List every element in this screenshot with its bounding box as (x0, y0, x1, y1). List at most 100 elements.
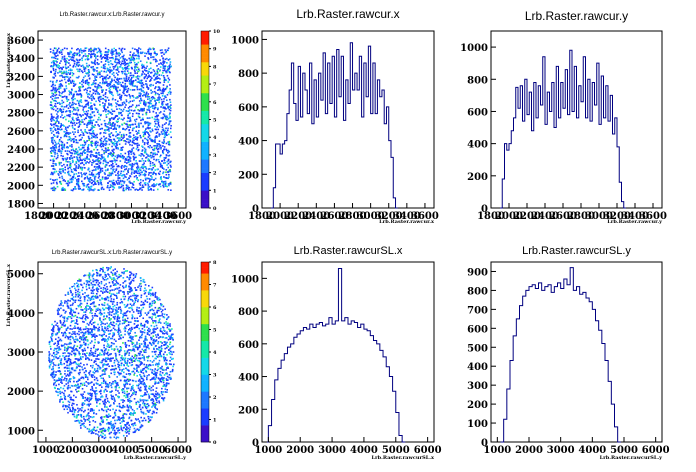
heatmap-point (167, 366, 169, 369)
heatmap-point (56, 351, 59, 354)
heatmap-point (69, 73, 71, 75)
heatmap-point (157, 365, 159, 368)
heatmap-point (128, 392, 130, 395)
heatmap-point (104, 166, 107, 168)
heatmap-point (145, 407, 148, 410)
heatmap-point (88, 122, 90, 125)
heatmap-point (150, 96, 153, 99)
heatmap-point (147, 122, 149, 125)
heatmap-point (107, 408, 109, 411)
heatmap-point (154, 407, 157, 410)
heatmap-point (168, 79, 171, 81)
heatmap-point (61, 105, 63, 108)
heatmap-point (106, 184, 109, 187)
heatmap-point (91, 387, 94, 390)
heatmap-point (78, 70, 81, 73)
heatmap-points (49, 47, 172, 192)
heatmap-point (117, 53, 119, 55)
heatmap-point (159, 395, 161, 397)
heatmap-point (148, 385, 151, 388)
heatmap-point (132, 127, 134, 130)
heatmap-point (116, 292, 118, 295)
heatmap-point (91, 120, 93, 122)
heatmap-point (121, 301, 124, 304)
heatmap-point (60, 140, 63, 143)
heatmap-point (166, 69, 169, 72)
heatmap-point (62, 404, 65, 407)
heatmap-point (132, 76, 135, 78)
heatmap-point (52, 179, 54, 181)
heatmap-point (163, 65, 166, 68)
heatmap-point (116, 427, 118, 430)
x-tick-label: 2600 (320, 211, 348, 222)
heatmap-point (98, 175, 101, 178)
heatmap-point (118, 372, 120, 375)
heatmap-point (74, 84, 76, 86)
heatmap-point (161, 51, 164, 54)
heatmap-point (86, 65, 88, 67)
heatmap-point (158, 183, 160, 186)
heatmap-point (94, 395, 97, 398)
heatmap-point (51, 65, 54, 68)
heatmap-point (75, 161, 77, 163)
heatmap-point (126, 351, 128, 354)
heatmap-point (136, 144, 139, 147)
heatmap-point (82, 293, 84, 295)
heatmap-point (76, 150, 79, 153)
heatmap-point (138, 126, 140, 128)
heatmap-point (163, 141, 165, 144)
heatmap-point (131, 171, 133, 174)
heatmap-point (116, 156, 119, 158)
heatmap-point (146, 95, 149, 97)
heatmap-point (86, 281, 89, 284)
x-tick-label: 2600 (549, 211, 577, 222)
heatmap-point (160, 390, 163, 393)
heatmap-point (57, 154, 59, 157)
heatmap-point (101, 91, 103, 94)
heatmap-point (91, 94, 93, 96)
heatmap-point (129, 116, 131, 119)
heatmap-point (104, 65, 106, 68)
heatmap-point (61, 177, 64, 180)
heatmap-point (93, 283, 95, 286)
heatmap-point (52, 172, 54, 175)
heatmap-point (91, 126, 94, 129)
heatmap-point (65, 310, 67, 313)
heatmap-point (142, 83, 145, 86)
heatmap-point (79, 120, 81, 123)
heatmap-point (87, 93, 90, 95)
heatmap-point (168, 140, 171, 143)
heatmap-point (110, 50, 113, 52)
heatmap-point (108, 432, 111, 435)
heatmap-point (157, 334, 159, 337)
heatmap-point (59, 348, 62, 351)
heatmap-point (112, 142, 115, 144)
heatmap-point (62, 405, 64, 408)
heatmap-point (143, 374, 145, 377)
heatmap-point (138, 182, 141, 185)
heatmap-point (74, 327, 77, 329)
heatmap-point (125, 133, 128, 136)
colorbar-tick-label: 9 (213, 47, 217, 53)
heatmap-point (94, 144, 97, 146)
heatmap-point (66, 373, 69, 376)
heatmap-point (148, 53, 151, 55)
heatmap-point (123, 117, 125, 120)
heatmap-point (156, 136, 158, 138)
heatmap-point (107, 153, 110, 155)
heatmap-point (134, 162, 136, 165)
heatmap-point (88, 287, 91, 289)
heatmap-point (147, 177, 149, 180)
heatmap-point (144, 366, 147, 369)
heatmap-point (90, 116, 92, 119)
heatmap-point (113, 157, 115, 160)
heatmap-point (114, 142, 116, 145)
heatmap-point (131, 94, 134, 97)
heatmap-point (141, 146, 144, 148)
heatmap-point (64, 90, 66, 92)
heatmap-point (103, 291, 106, 293)
heatmap-point (81, 147, 84, 149)
heatmap-point (165, 369, 167, 371)
heatmap-point (111, 145, 113, 148)
heatmap-point (154, 353, 157, 356)
